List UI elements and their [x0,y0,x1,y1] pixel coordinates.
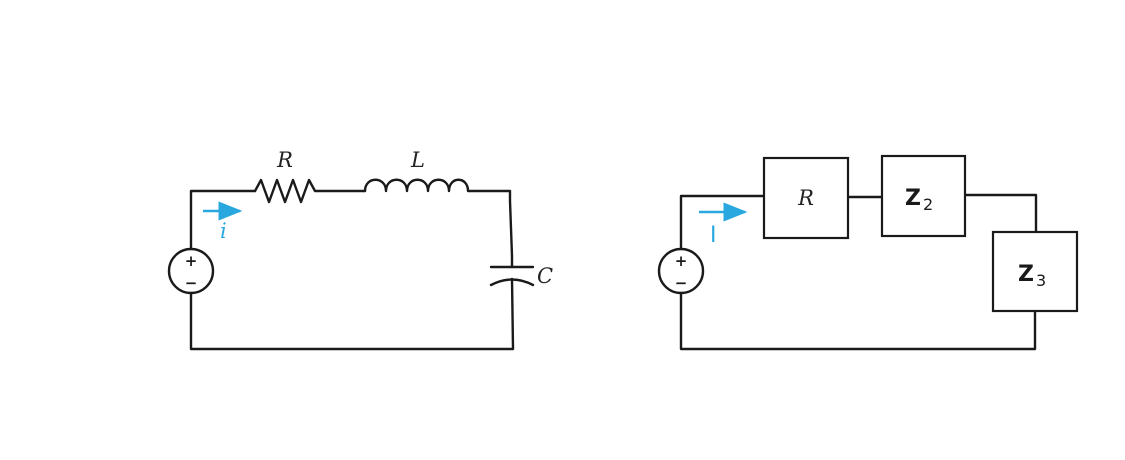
resistor-box [762,156,850,240]
wire-z2-to-z3 [963,193,1038,234]
resistor-label: R [276,148,293,172]
phasor-current-label: I [710,223,717,248]
phasor-source-plus: + [675,252,688,270]
capacitor-label: C [537,264,553,288]
inductor-coils [363,178,514,258]
right-top-left-wire [679,194,766,251]
phasor-source-minus: − [675,274,688,292]
box-r-label: R [797,186,814,210]
z2-label: Z [905,186,921,211]
z3-box [991,230,1079,313]
left-bottom-wire [189,277,515,351]
inductor-label: L [410,148,425,172]
source-plus: + [185,252,198,270]
z3-subscript: 3 [1036,271,1046,290]
phasor-source-icon [657,247,705,295]
right-bottom-wire [679,291,1037,351]
left-top-wire [189,189,257,251]
rlc-circuit: + − R L C i [167,148,553,351]
z2-box [880,154,967,238]
z2-subscript: 2 [923,195,933,214]
voltage-source-icon [167,247,215,295]
impedance-circuit: R Z 2 Z 3 + − I [657,154,1079,351]
current-label: i [220,219,227,243]
source-minus: − [185,274,198,292]
z3-label: Z [1018,262,1034,287]
resistor-zigzag [253,178,367,204]
